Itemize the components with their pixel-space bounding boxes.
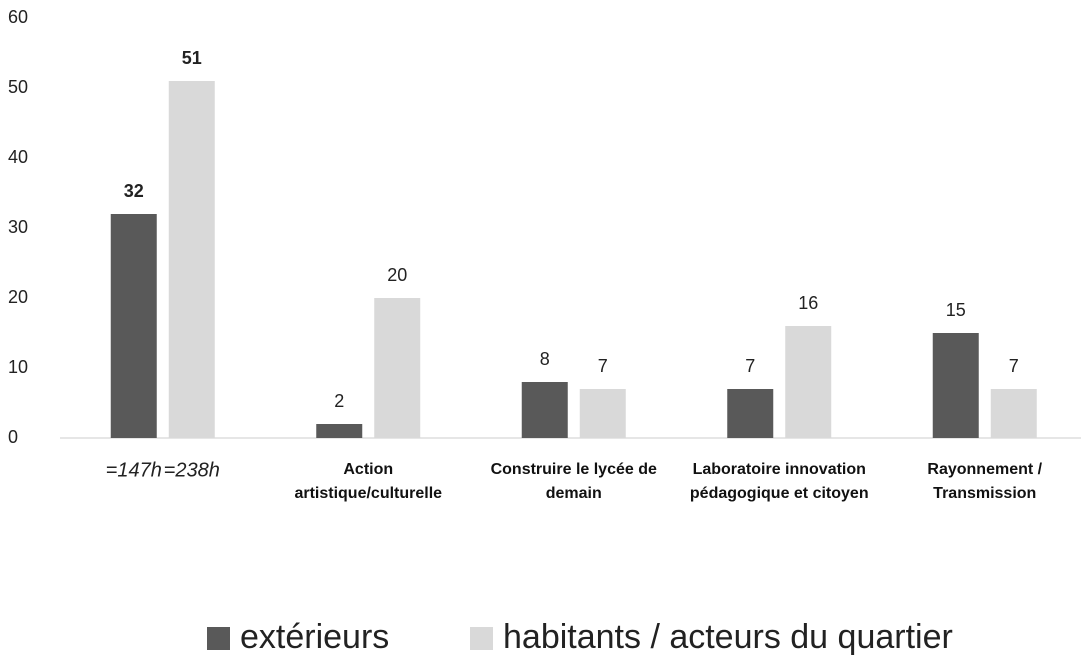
legend-swatch [470, 627, 493, 650]
x-tick-label: Action artistique/culturelle [294, 461, 443, 502]
bar [168, 81, 215, 438]
x-tick-label: Rayonnement / Transmission [927, 461, 1043, 502]
y-tick-label: 50 [8, 77, 28, 97]
y-tick-label: 40 [8, 147, 28, 167]
data-label: 16 [798, 293, 818, 313]
annotation: =238h [164, 459, 220, 481]
y-tick-label: 20 [8, 287, 28, 307]
x-tick-label: Construire le lycée de demain [490, 461, 657, 502]
legend-label: extérieurs [240, 618, 389, 655]
data-label: 2 [334, 391, 344, 411]
bar [785, 326, 832, 438]
legend-swatch [207, 627, 230, 650]
data-label: 7 [1009, 356, 1019, 376]
data-label: 15 [946, 300, 966, 320]
bar [990, 389, 1037, 438]
data-label: 7 [745, 356, 755, 376]
data-label: 20 [387, 265, 407, 285]
bar [932, 333, 979, 438]
bar [521, 382, 568, 438]
y-tick-label: 60 [8, 7, 28, 27]
bar [579, 389, 626, 438]
bar [316, 424, 363, 438]
bar [110, 214, 157, 438]
y-tick-label: 0 [8, 427, 18, 447]
y-tick-label: 30 [8, 217, 28, 237]
bar [374, 298, 421, 438]
legend-label: habitants / acteurs du quartier [503, 618, 953, 655]
data-label: 32 [124, 181, 144, 201]
data-label: 8 [540, 349, 550, 369]
data-label: 51 [182, 48, 202, 68]
y-tick-label: 10 [8, 357, 28, 377]
data-label: 7 [598, 356, 608, 376]
x-tick-label: Laboratoire innovation pédagogique et ci… [689, 461, 869, 502]
bar [727, 389, 774, 438]
annotation: =147h [106, 459, 162, 481]
